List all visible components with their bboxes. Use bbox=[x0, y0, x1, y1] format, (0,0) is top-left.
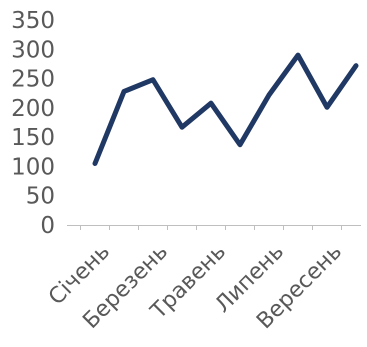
x-axis-tick-marks bbox=[80, 225, 342, 230]
y-tick-label: 50 bbox=[26, 184, 55, 210]
y-axis-ticks: 350 300 250 200 150 100 50 0 bbox=[11, 8, 55, 239]
series-line bbox=[92, 52, 359, 166]
y-tick-label: 150 bbox=[11, 125, 55, 151]
y-tick-label: 300 bbox=[11, 37, 55, 63]
y-tick-label: 100 bbox=[11, 154, 55, 180]
y-tick-label: 250 bbox=[11, 67, 55, 93]
y-tick-label: 350 bbox=[11, 8, 55, 34]
y-tick-label: 200 bbox=[11, 96, 55, 122]
y-tick-label: 0 bbox=[40, 213, 55, 239]
